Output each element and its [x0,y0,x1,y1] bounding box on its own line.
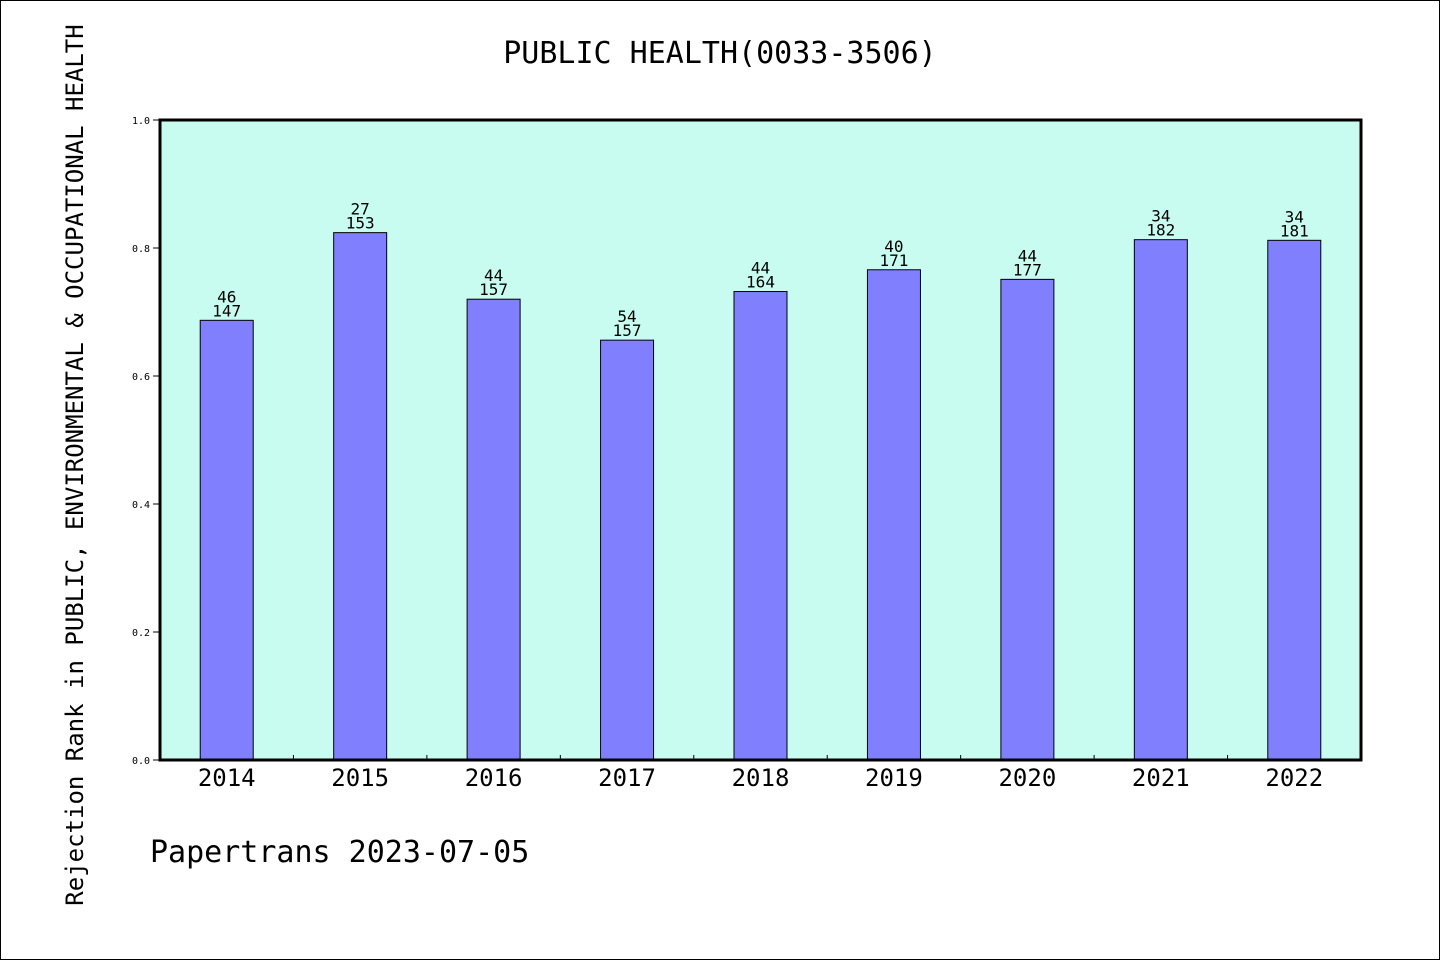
bar-label-top: 44 [484,266,503,285]
bar-label-bottom: 157 [479,280,508,299]
bar-label-bottom: 181 [1280,221,1309,240]
bar [1133,239,1188,761]
bar-label-top: 44 [1018,246,1037,265]
bar [466,298,521,761]
bar-label-top: 46 [217,287,236,306]
x-tick-label: 2022 [1265,764,1323,792]
bar-label-top: 44 [751,259,770,278]
bar-label-top: 34 [1285,207,1304,226]
y-tick-label: 0.6 [132,372,150,383]
bar [199,319,254,761]
bar-label-bottom: 157 [613,321,642,340]
bar-label-top: 54 [617,307,636,326]
bar [600,339,655,761]
x-tick-label: 2019 [865,764,923,792]
bar [333,232,388,761]
y-tick-label: 1.0 [132,116,150,127]
y-tick-label: 0.0 [132,756,150,767]
bar-label-bottom: 147 [212,301,241,320]
chart-title: PUBLIC HEALTH(0033-3506) [503,36,937,71]
bar [1267,239,1322,761]
bar-label-bottom: 164 [746,273,775,292]
bar-label-top: 27 [351,200,370,219]
bar [866,269,921,761]
bar [1000,278,1055,761]
bar-label-bottom: 153 [346,214,375,233]
x-tick-label: 2015 [331,764,389,792]
x-tick-label: 2021 [1132,764,1190,792]
bar-label-bottom: 171 [879,251,908,270]
footer-watermark: Papertrans 2023-07-05 [150,835,530,870]
plot-border [158,118,1363,762]
bar-label-bottom: 182 [1146,221,1175,240]
y-tick-label: 0.4 [132,500,150,511]
x-tick-label: 2020 [998,764,1056,792]
x-tick-label: 2017 [598,764,656,792]
x-tick-label: 2018 [732,764,790,792]
y-tick-label: 0.2 [132,628,150,639]
x-tick-label: 2014 [198,764,256,792]
bar-label-top: 34 [1151,207,1170,226]
bar-label-bottom: 177 [1013,260,1042,279]
x-tick-label: 2016 [465,764,523,792]
bar-label-top: 40 [884,237,903,256]
bar [733,291,788,761]
y-tick-label: 0.8 [132,244,150,255]
